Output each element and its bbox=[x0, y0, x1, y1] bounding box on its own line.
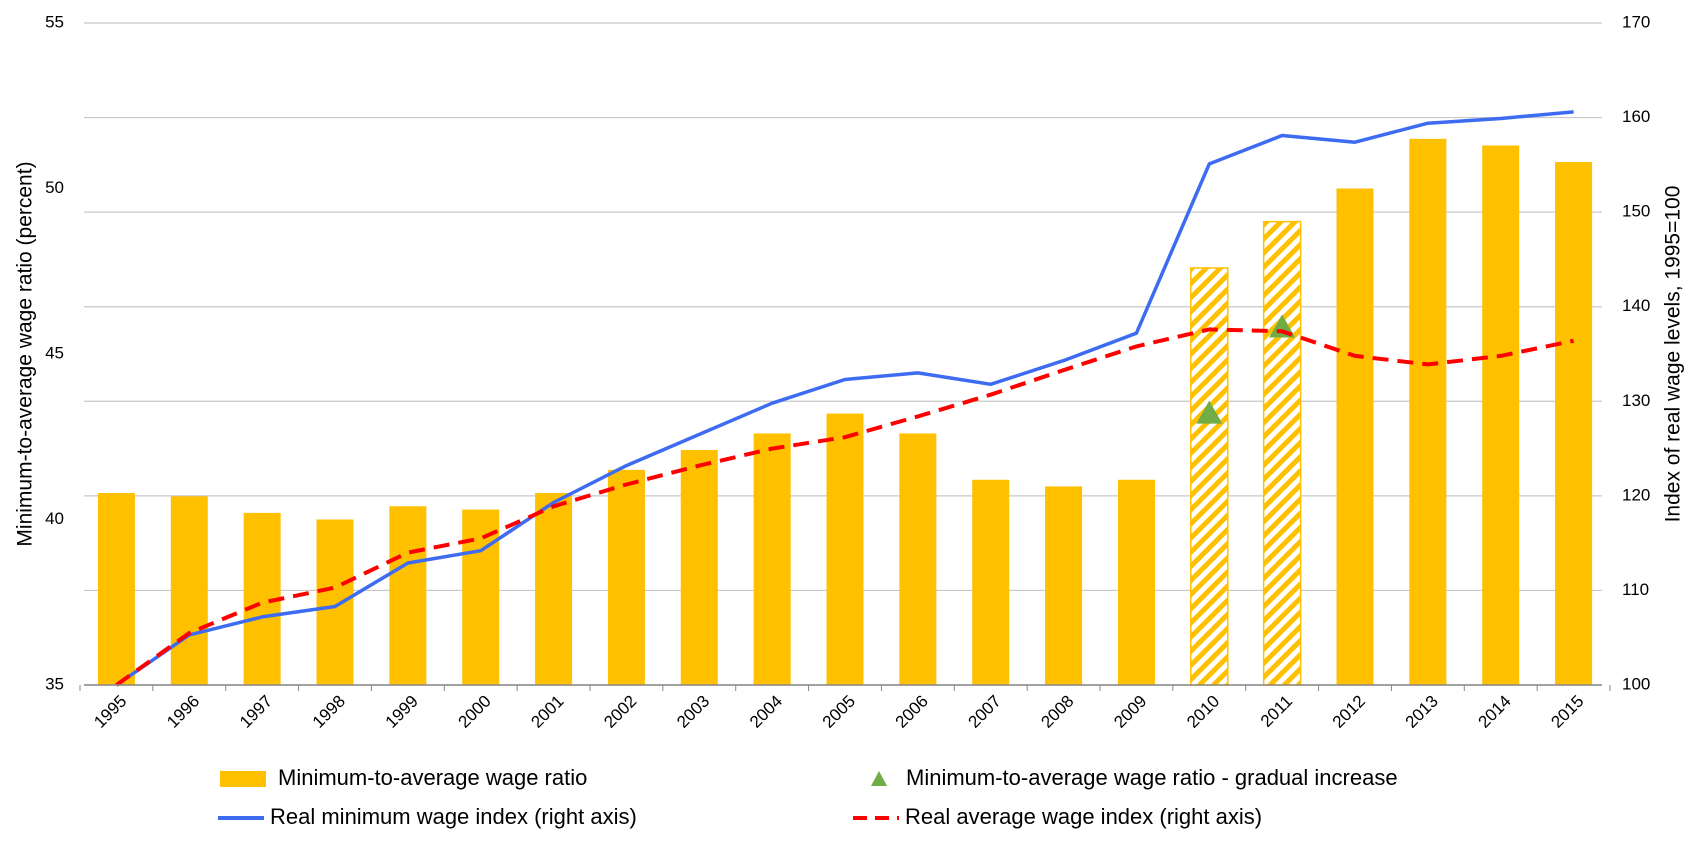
y-axis-title: Minimum-to-average wage ratio (percent) bbox=[14, 161, 37, 546]
y-tick-label: 50 bbox=[45, 178, 64, 197]
x-tick-label: 2006 bbox=[892, 692, 932, 732]
bar bbox=[826, 413, 864, 685]
x-tick-label: 2010 bbox=[1183, 692, 1223, 732]
y2-tick-label: 130 bbox=[1622, 391, 1650, 410]
y-tick-label: 35 bbox=[45, 674, 64, 693]
bar bbox=[1409, 138, 1447, 686]
x-tick-label: 2011 bbox=[1257, 692, 1296, 731]
legend-swatch bbox=[871, 771, 887, 786]
y2-tick-label: 120 bbox=[1622, 485, 1650, 504]
bar bbox=[316, 519, 354, 685]
bar bbox=[462, 509, 500, 685]
bar bbox=[170, 496, 208, 685]
legend-label: Real minimum wage index (right axis) bbox=[270, 804, 637, 829]
x-tick-label: 1997 bbox=[236, 692, 276, 732]
x-tick-label: 1998 bbox=[309, 692, 349, 732]
bar bbox=[899, 433, 937, 685]
y2-tick-label: 110 bbox=[1622, 580, 1649, 599]
y-tick-label: 40 bbox=[45, 509, 64, 528]
legend-label: Minimum-to-average wage ratio bbox=[278, 765, 587, 790]
x-tick-label: 2001 bbox=[527, 692, 567, 732]
x-tick-label: 2004 bbox=[746, 692, 786, 732]
y-tick-label: 45 bbox=[45, 343, 64, 362]
x-tick-label: 2009 bbox=[1110, 692, 1150, 732]
x-tick-label: 2008 bbox=[1037, 692, 1077, 732]
bar bbox=[97, 493, 135, 685]
bar bbox=[535, 493, 573, 685]
x-tick-label: 1999 bbox=[382, 692, 422, 732]
y2-tick-label: 100 bbox=[1622, 674, 1650, 693]
y2-tick-label: 150 bbox=[1622, 202, 1650, 221]
legend-item: Minimum-to-average wage ratio bbox=[220, 765, 587, 790]
legend-item: Real minimum wage index (right axis) bbox=[218, 804, 637, 829]
legend-label: Real average wage index (right axis) bbox=[905, 804, 1262, 829]
y2-axis-title: Index of real wage levels, 1995=100 bbox=[1662, 186, 1685, 523]
bar bbox=[1262, 220, 1302, 686]
x-tick-label: 2012 bbox=[1329, 692, 1369, 732]
legend-item: Real average wage index (right axis) bbox=[853, 804, 1262, 829]
x-tick-label: 1995 bbox=[90, 692, 130, 732]
bar bbox=[1045, 486, 1083, 685]
legend-swatch bbox=[220, 771, 266, 787]
x-tick-label: 2002 bbox=[600, 692, 640, 732]
bar bbox=[1336, 188, 1374, 685]
y2-tick-label: 170 bbox=[1622, 12, 1650, 31]
x-tick-label: 2000 bbox=[455, 692, 495, 732]
x-tick-label: 2005 bbox=[819, 692, 859, 732]
x-tick-label: 2007 bbox=[965, 692, 1005, 732]
bar bbox=[1190, 267, 1229, 686]
x-tick-label: 1996 bbox=[163, 692, 203, 732]
bar bbox=[389, 506, 427, 685]
bar bbox=[607, 469, 645, 685]
y2-tick-label: 140 bbox=[1622, 296, 1650, 315]
bar bbox=[972, 479, 1010, 685]
bar bbox=[1482, 145, 1520, 686]
x-tick-label: 2015 bbox=[1547, 692, 1587, 732]
x-tick-label: 2014 bbox=[1475, 692, 1515, 732]
legend-label: Minimum-to-average wage ratio - gradual … bbox=[906, 765, 1398, 790]
y2-tick-label: 160 bbox=[1622, 107, 1650, 126]
bar bbox=[753, 433, 791, 685]
bar bbox=[1555, 162, 1593, 685]
legend-item: Minimum-to-average wage ratio - gradual … bbox=[871, 765, 1398, 790]
x-tick-label: 2003 bbox=[673, 692, 713, 732]
line bbox=[115, 327, 1575, 687]
y-tick-label: 55 bbox=[45, 12, 64, 31]
line bbox=[115, 110, 1574, 687]
x-tick-label: 2013 bbox=[1402, 692, 1442, 732]
bar bbox=[1117, 479, 1155, 685]
bar bbox=[680, 449, 718, 685]
triangle-marker bbox=[1196, 400, 1223, 424]
